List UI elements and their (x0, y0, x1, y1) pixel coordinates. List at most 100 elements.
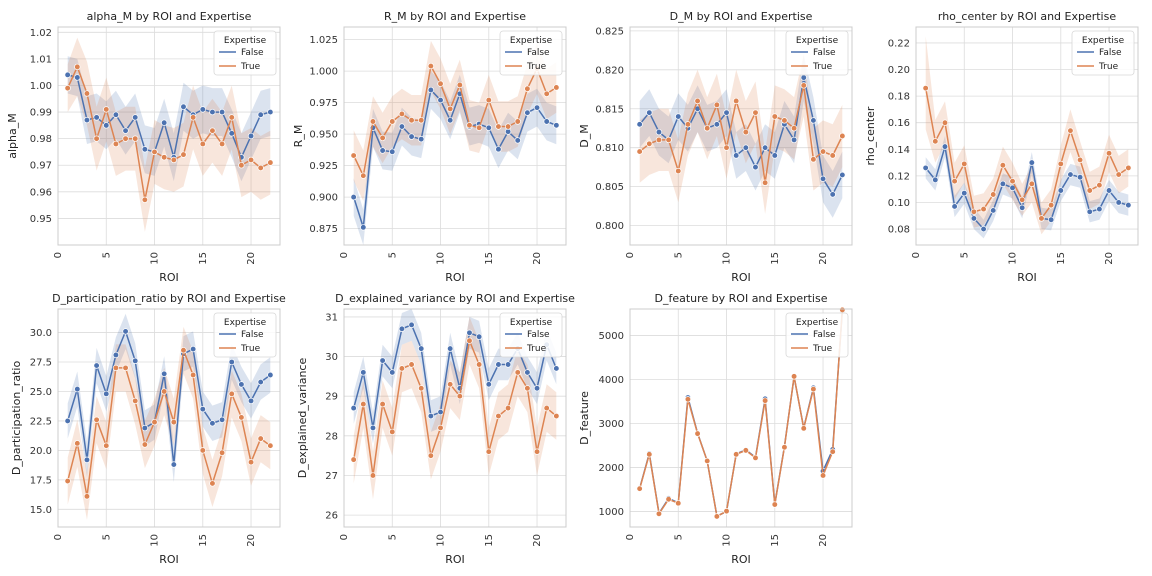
data-point (514, 369, 521, 376)
legend: Expertise False True (499, 30, 563, 76)
data-point (970, 215, 978, 222)
data-point (990, 207, 997, 214)
data-point (74, 385, 81, 393)
legend-label-false: False (241, 48, 264, 58)
x-tick-label: 5 (673, 252, 684, 258)
data-point (447, 105, 454, 113)
data-point (189, 114, 197, 121)
data-point (694, 97, 701, 105)
data-point (829, 152, 836, 159)
data-point (810, 117, 817, 124)
data-point (723, 109, 730, 116)
data-point (64, 477, 71, 485)
data-point (132, 114, 139, 121)
y-tick-label: 0.805 (595, 182, 624, 193)
y-tick-label: 30.0 (30, 328, 52, 339)
data-point (64, 84, 71, 92)
series-line-true (67, 64, 271, 200)
y-tick-label: 0.14 (888, 145, 910, 156)
x-tick-label: 10 (436, 534, 447, 547)
data-point (485, 448, 492, 455)
series-line-false (352, 88, 557, 228)
data-point (350, 404, 357, 412)
y-tick-label: 0.95 (30, 214, 52, 225)
x-tick-label: 5 (101, 534, 112, 540)
data-point (684, 396, 692, 403)
data-point (771, 501, 778, 508)
ci-band-true (639, 54, 843, 214)
data-point (427, 86, 435, 94)
data-point (228, 130, 235, 137)
data-point (437, 96, 444, 104)
data-point (247, 132, 255, 140)
data-point (161, 154, 168, 161)
x-tick-label: 20 (532, 534, 543, 547)
y-tick-label: 26 (325, 511, 338, 522)
data-point (418, 385, 425, 392)
series-line-true (66, 349, 271, 497)
y-tick-label: 4000 (599, 375, 624, 386)
data-point (810, 386, 817, 393)
chart-title: D_participation_ratio by ROI and Experti… (52, 292, 286, 305)
axes-frame (57, 308, 281, 528)
data-point (83, 116, 91, 124)
legend-label-true: True (240, 62, 261, 72)
x-tick-label: 15 (484, 534, 495, 547)
subplot-6: 0 5 10 15 20 26 27 28 29 30 31 D_explained_variance… (296, 292, 575, 566)
data-point (961, 190, 968, 197)
data-point (713, 513, 721, 520)
data-point (1057, 187, 1064, 194)
data-point (161, 388, 168, 395)
data-point (1076, 156, 1084, 164)
data-point (379, 357, 386, 364)
axes-frame (343, 26, 567, 246)
data-point (257, 164, 264, 172)
y-tick-label: 0.900 (309, 193, 338, 204)
data-point (932, 176, 939, 184)
y-tick-label: 0.96 (30, 187, 52, 198)
data-point (437, 80, 444, 87)
data-point (447, 381, 454, 388)
data-point (1105, 187, 1113, 194)
data-point (1067, 127, 1074, 134)
y-tick-label: 1000 (599, 507, 624, 518)
x-tick-label: 0 (625, 252, 636, 258)
data-point (781, 444, 788, 451)
data-point (132, 135, 139, 142)
y-tick-label: 25.0 (30, 387, 52, 398)
x-tick-label: 20 (818, 534, 829, 547)
data-point (369, 118, 377, 125)
data-point (694, 430, 701, 437)
y-tick-label: 0.800 (595, 221, 624, 232)
x-tick-label: 15 (1056, 252, 1067, 265)
data-point (427, 62, 435, 70)
legend-label-false: False (813, 48, 836, 58)
chart-title: R_M by ROI and Expertise (384, 10, 526, 23)
data-point (752, 109, 759, 116)
y-tick-label: 0.825 (595, 26, 624, 37)
data-point (218, 449, 226, 456)
data-point (141, 441, 149, 448)
y-tick-label: 0.820 (595, 65, 624, 76)
x-tick-label: 5 (673, 534, 684, 540)
legend-label-false: False (813, 330, 836, 340)
data-point (360, 172, 367, 179)
x-tick-label: 0 (625, 534, 636, 540)
data-point (456, 81, 463, 89)
y-tick-label: 0.97 (30, 161, 52, 172)
data-point (1105, 150, 1113, 157)
data-point (83, 493, 91, 500)
legend-title: Expertise (796, 318, 839, 328)
data-point (350, 152, 357, 159)
data-point (742, 447, 749, 454)
data-point (839, 132, 846, 140)
data-point (495, 123, 502, 130)
data-point (466, 337, 473, 344)
data-point (636, 148, 643, 155)
series-line-true (639, 85, 843, 183)
data-point (189, 371, 197, 379)
data-point (379, 134, 386, 142)
legend-box (499, 312, 563, 358)
y-tick-label: 17.5 (30, 475, 52, 486)
